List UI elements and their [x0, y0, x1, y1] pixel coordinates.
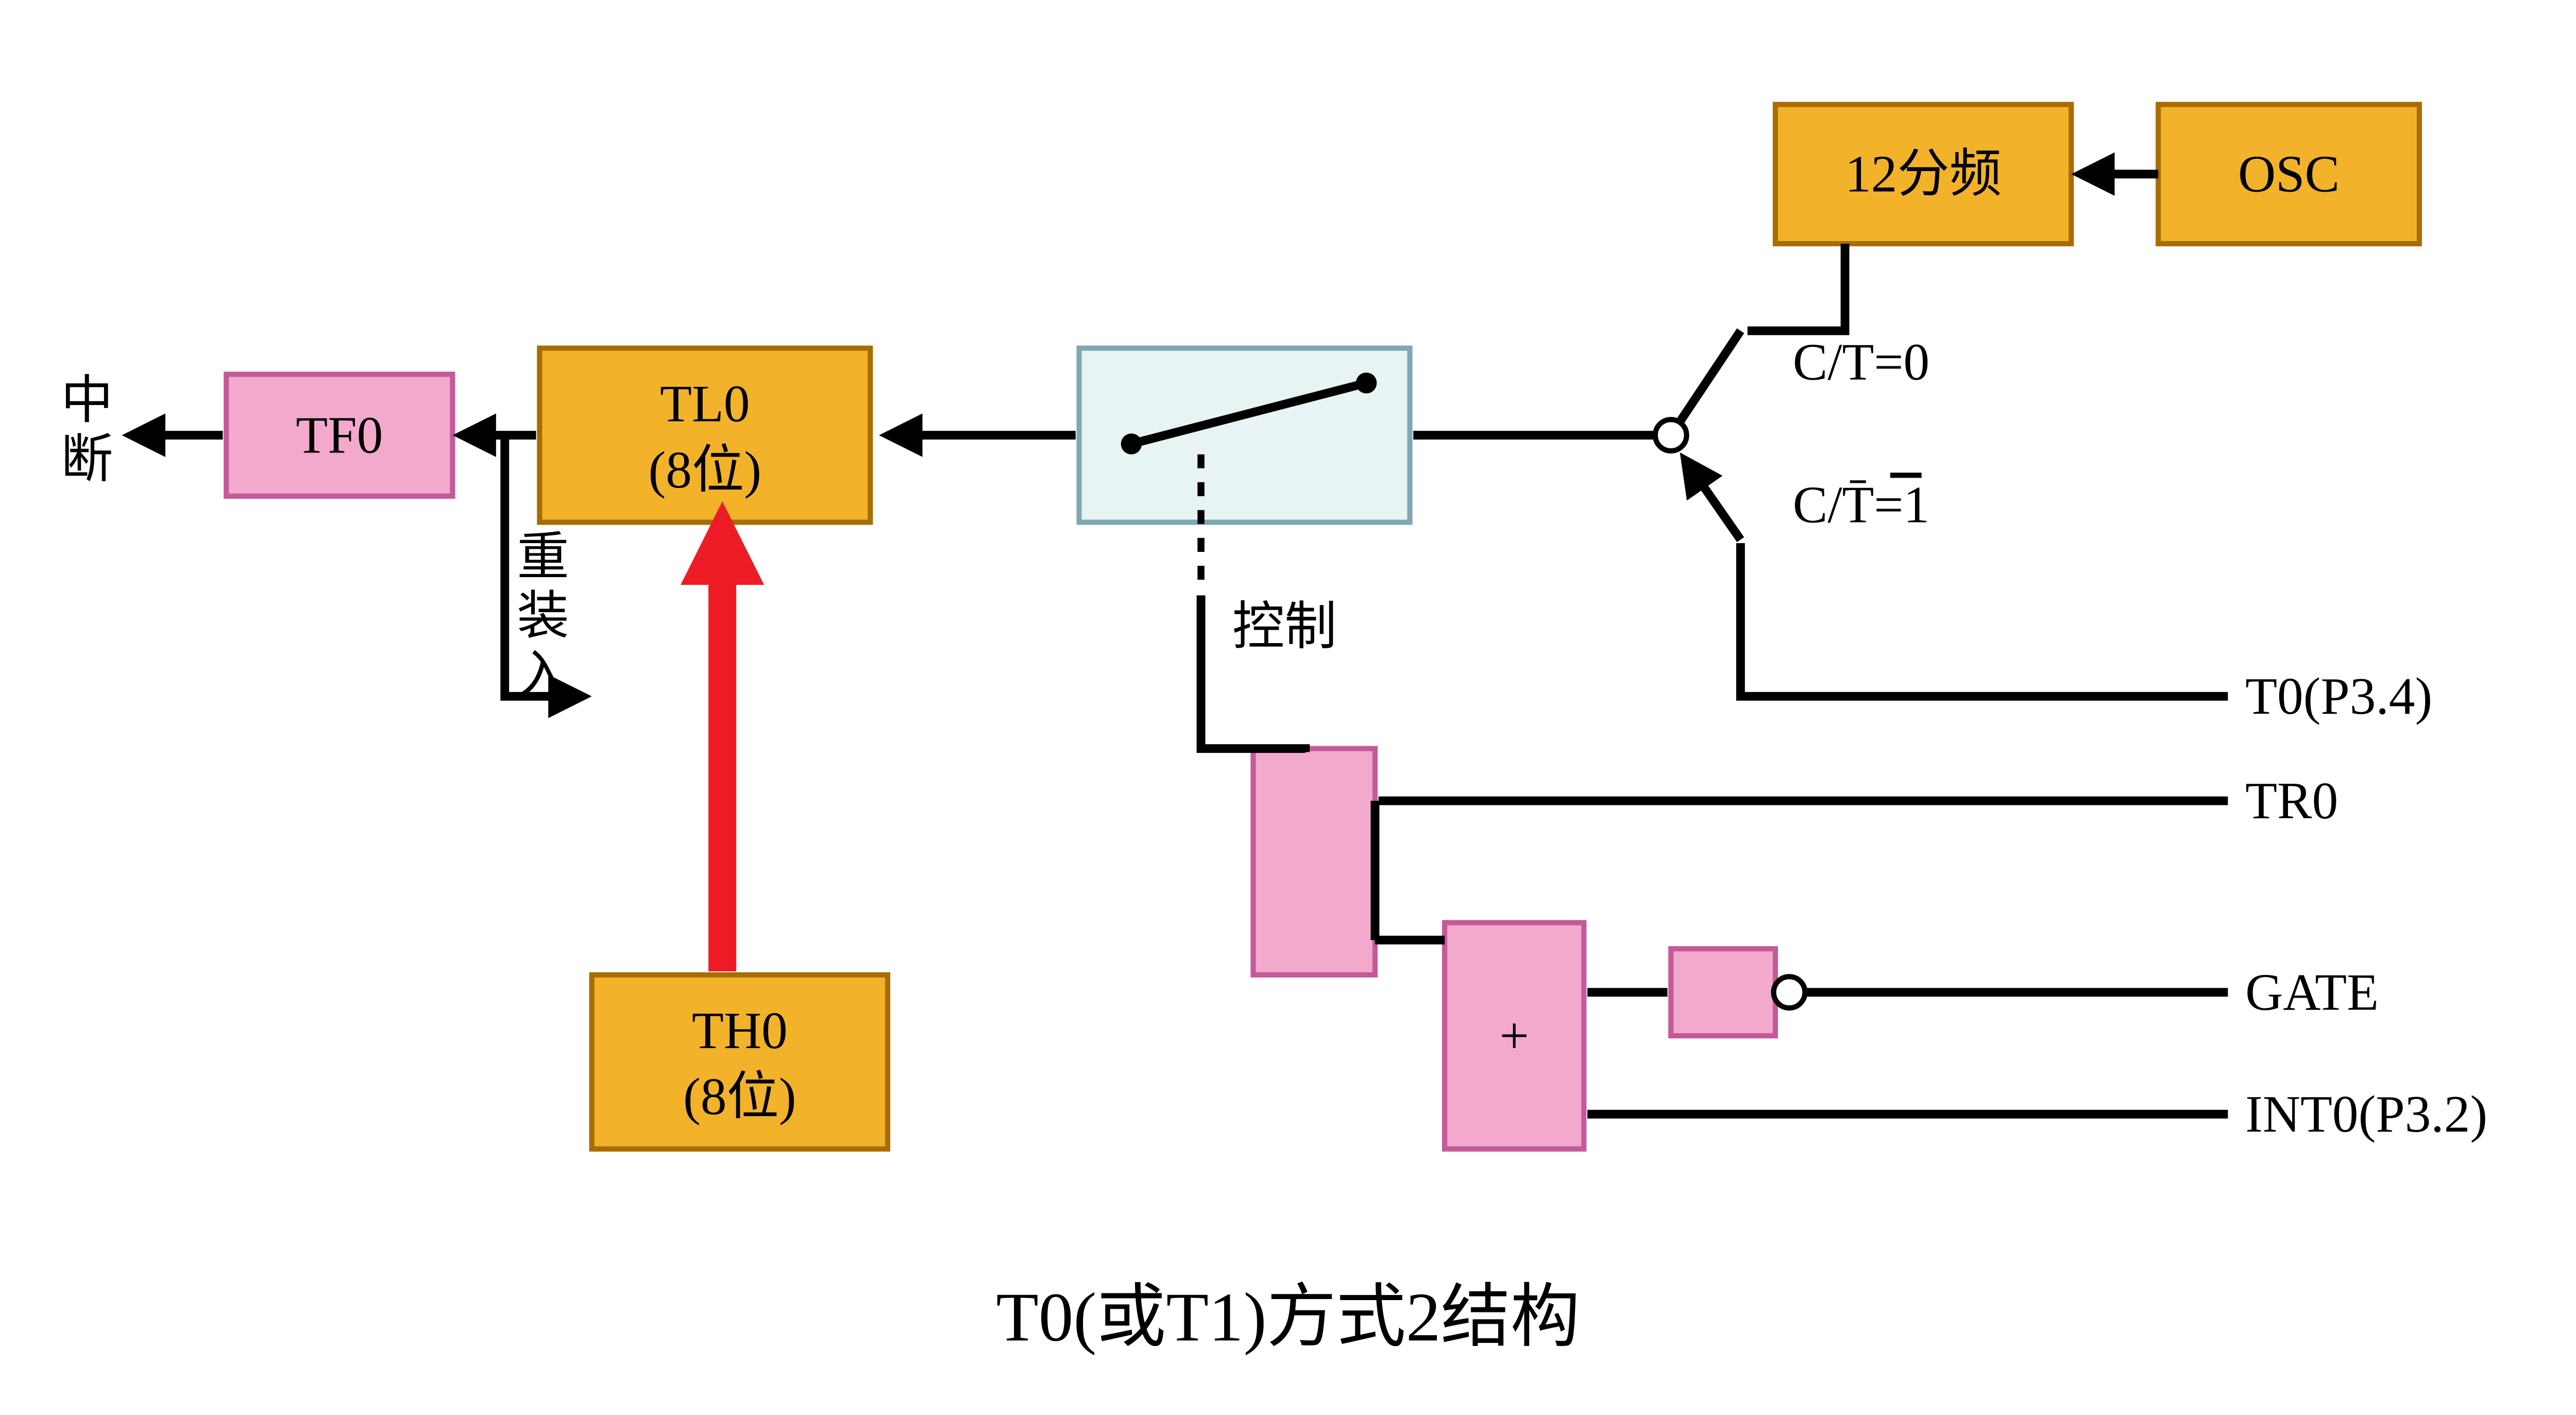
- label-interrupt: 中断: [61, 372, 113, 488]
- tl0-label2: (8位): [648, 441, 761, 499]
- osc-label1: OSC: [2238, 145, 2340, 203]
- diagram-title: T0(或T1)方式2结构: [996, 1279, 1580, 1356]
- osc-box: OSC: [2158, 105, 2419, 244]
- label-tr0: TR0: [2245, 772, 2338, 830]
- tf0-box: TF0: [226, 374, 452, 496]
- not-box: [1671, 949, 1775, 1036]
- ct-switch: [1655, 331, 1741, 540]
- tl0-label1: TL0: [660, 375, 750, 433]
- or-label1: +: [1500, 1007, 1529, 1065]
- div12-box: 12分频: [1775, 105, 2071, 244]
- th0-label2: (8位): [683, 1068, 796, 1125]
- label-t0pin: T0(P3.4): [2245, 667, 2432, 725]
- div12-label1: 12分频: [1845, 145, 2002, 203]
- label-int0: INT0(P3.2): [2245, 1085, 2487, 1143]
- th0-box: TH0 (8位): [592, 975, 888, 1149]
- diagram-canvas: OSC 12分频 TL0 (8位) TH0 (8位) TF0 + 中断重装入 控制 C/T=0 C/T…: [0, 0, 2576, 1393]
- svg-text:断: 断: [61, 431, 113, 488]
- wire-t0pin: [1740, 543, 2228, 696]
- label-reload: 重装入: [517, 528, 569, 704]
- svg-text:中: 中: [61, 372, 113, 429]
- label-ct1: C/T̄=1: [1793, 476, 1929, 534]
- svg-text:入: 入: [517, 647, 569, 704]
- label-ct0: C/T=0: [1793, 333, 1929, 391]
- wire-div12-down: [1748, 244, 1845, 331]
- label-gate: GATE: [2245, 963, 2379, 1021]
- tl0-box: TL0 (8位): [539, 348, 870, 523]
- and-box: [1253, 749, 1375, 975]
- control-switch: [1079, 348, 1410, 592]
- th0-label1: TH0: [692, 1002, 788, 1059]
- label-control: 控制: [1232, 598, 1337, 655]
- tf0-label1: TF0: [296, 406, 383, 464]
- svg-text:装: 装: [517, 587, 569, 645]
- svg-text:重: 重: [517, 528, 569, 586]
- or-box: +: [1445, 923, 1584, 1149]
- not-bubble: [1774, 976, 1805, 1008]
